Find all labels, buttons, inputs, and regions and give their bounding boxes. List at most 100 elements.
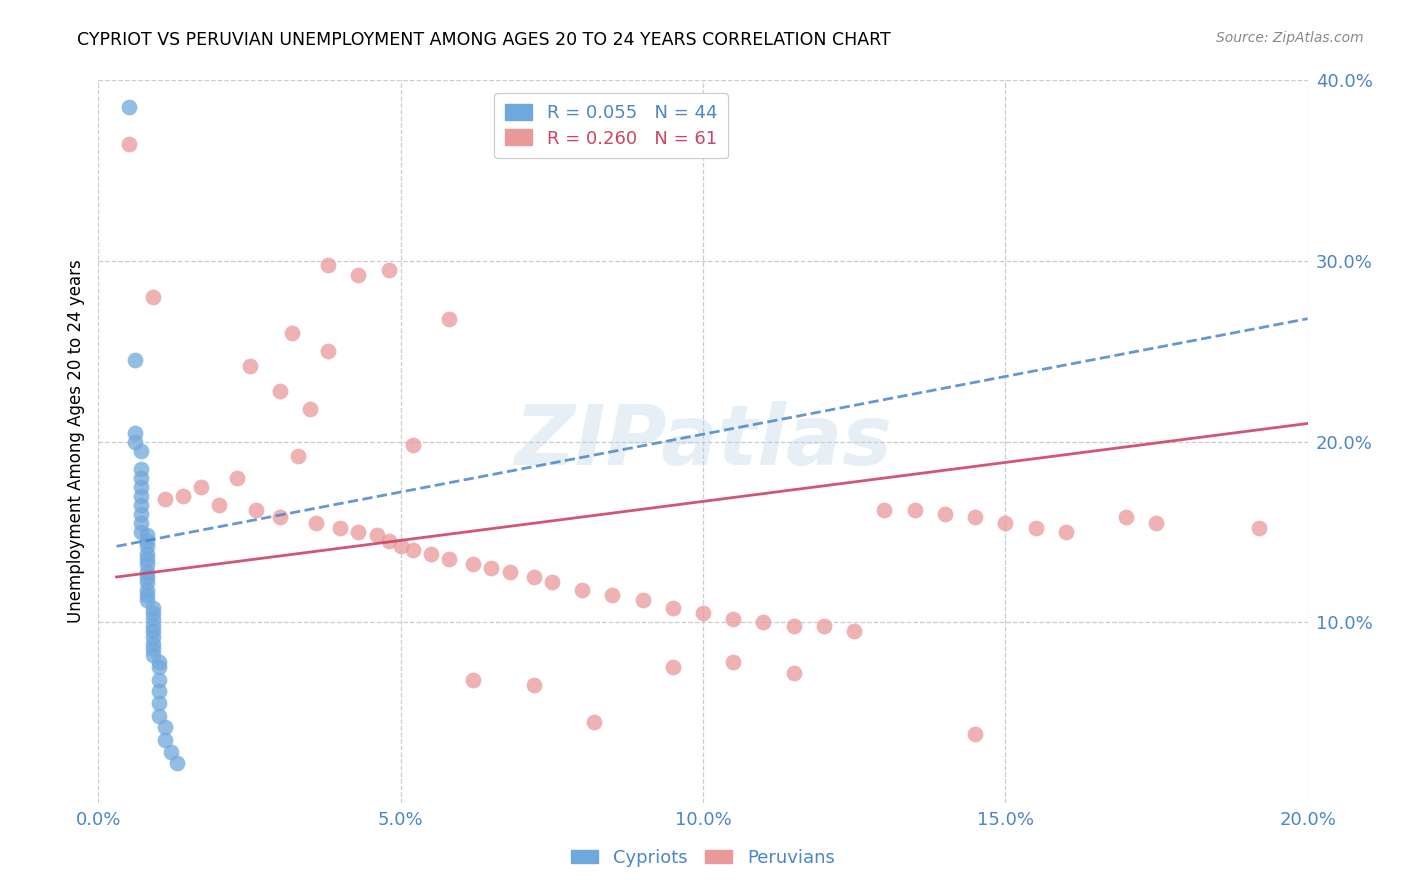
Point bbox=[142, 611, 165, 625]
Point bbox=[142, 624, 165, 639]
Point bbox=[129, 471, 152, 485]
Point bbox=[148, 683, 170, 698]
Point bbox=[129, 498, 152, 512]
Point bbox=[1024, 521, 1046, 535]
Point bbox=[934, 507, 956, 521]
Point bbox=[389, 539, 412, 553]
Point bbox=[316, 344, 339, 359]
Point bbox=[142, 606, 165, 620]
Point bbox=[305, 516, 328, 530]
Point bbox=[208, 498, 231, 512]
Point bbox=[329, 521, 352, 535]
Point bbox=[135, 528, 157, 542]
Point bbox=[463, 558, 485, 572]
Point bbox=[124, 425, 146, 440]
Point bbox=[142, 637, 165, 651]
Point bbox=[1249, 521, 1271, 535]
Point bbox=[135, 588, 157, 602]
Point bbox=[583, 714, 606, 729]
Point bbox=[226, 471, 249, 485]
Point bbox=[1115, 510, 1137, 524]
Point bbox=[631, 593, 654, 607]
Point bbox=[402, 542, 425, 557]
Point bbox=[148, 660, 170, 674]
Point bbox=[135, 533, 157, 548]
Point bbox=[135, 539, 157, 553]
Point bbox=[239, 359, 262, 373]
Point bbox=[118, 136, 141, 151]
Point bbox=[142, 642, 165, 657]
Point bbox=[153, 720, 176, 734]
Point bbox=[135, 547, 157, 561]
Point bbox=[994, 516, 1017, 530]
Point bbox=[166, 756, 188, 770]
Point bbox=[347, 268, 370, 283]
Point bbox=[129, 507, 152, 521]
Point bbox=[172, 489, 194, 503]
Point bbox=[129, 516, 152, 530]
Point bbox=[245, 503, 267, 517]
Point bbox=[129, 461, 152, 475]
Point bbox=[287, 449, 309, 463]
Point bbox=[481, 561, 503, 575]
Point bbox=[124, 353, 146, 368]
Point bbox=[723, 611, 745, 625]
Point bbox=[692, 606, 714, 620]
Point bbox=[135, 575, 157, 590]
Point bbox=[723, 655, 745, 669]
Point bbox=[402, 438, 425, 452]
Point bbox=[377, 533, 399, 548]
Point bbox=[1144, 516, 1167, 530]
Point bbox=[124, 434, 146, 449]
Point bbox=[873, 503, 896, 517]
Point bbox=[190, 480, 212, 494]
Point bbox=[153, 492, 176, 507]
Point bbox=[135, 552, 157, 566]
Point bbox=[366, 528, 388, 542]
Point bbox=[148, 709, 170, 723]
Point bbox=[299, 402, 322, 417]
Text: Source: ZipAtlas.com: Source: ZipAtlas.com bbox=[1216, 31, 1364, 45]
Point bbox=[118, 100, 141, 114]
Point bbox=[281, 326, 304, 340]
Point bbox=[377, 263, 399, 277]
Point bbox=[437, 552, 460, 566]
Point bbox=[813, 619, 835, 633]
Point bbox=[135, 570, 157, 584]
Point bbox=[135, 558, 157, 572]
Point bbox=[602, 588, 624, 602]
Text: CYPRIOT VS PERUVIAN UNEMPLOYMENT AMONG AGES 20 TO 24 YEARS CORRELATION CHART: CYPRIOT VS PERUVIAN UNEMPLOYMENT AMONG A… bbox=[77, 31, 891, 49]
Point bbox=[148, 673, 170, 687]
Point bbox=[148, 655, 170, 669]
Legend: R = 0.055   N = 44, R = 0.260   N = 61: R = 0.055 N = 44, R = 0.260 N = 61 bbox=[495, 93, 728, 159]
Point bbox=[1054, 524, 1077, 539]
Point bbox=[523, 678, 546, 692]
Point bbox=[420, 547, 443, 561]
Point bbox=[142, 600, 165, 615]
Point bbox=[904, 503, 927, 517]
Point bbox=[135, 565, 157, 579]
Point bbox=[571, 582, 593, 597]
Point bbox=[153, 732, 176, 747]
Point bbox=[142, 290, 165, 304]
Point bbox=[316, 258, 339, 272]
Point bbox=[783, 665, 806, 680]
Point bbox=[142, 648, 165, 662]
Point bbox=[437, 311, 460, 326]
Point bbox=[135, 593, 157, 607]
Legend: Cypriots, Peruvians: Cypriots, Peruvians bbox=[564, 842, 842, 874]
Point bbox=[142, 619, 165, 633]
Point bbox=[269, 384, 291, 398]
Point bbox=[148, 697, 170, 711]
Point bbox=[129, 524, 152, 539]
Point bbox=[463, 673, 485, 687]
Point bbox=[135, 582, 157, 597]
Point bbox=[540, 575, 562, 590]
Point bbox=[129, 480, 152, 494]
Y-axis label: Unemployment Among Ages 20 to 24 years: Unemployment Among Ages 20 to 24 years bbox=[66, 260, 84, 624]
Point bbox=[661, 600, 683, 615]
Point bbox=[844, 624, 866, 639]
Point bbox=[752, 615, 775, 630]
Point bbox=[142, 630, 165, 644]
Point bbox=[269, 510, 291, 524]
